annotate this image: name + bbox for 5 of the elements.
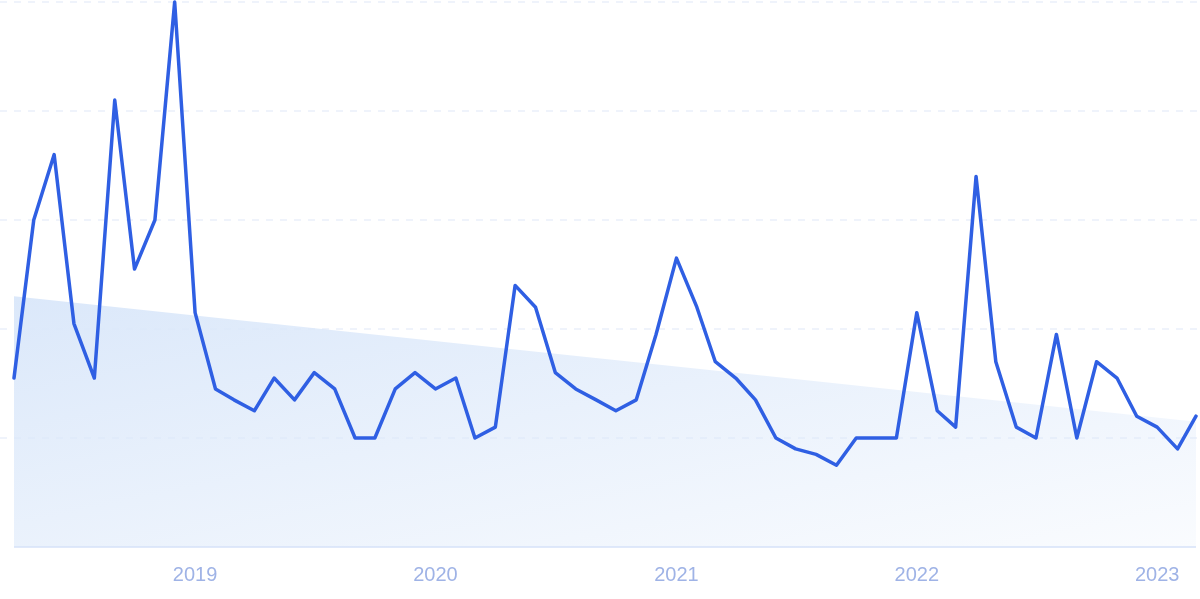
x-tick-label: 2021 bbox=[654, 563, 699, 585]
x-tick-label: 2022 bbox=[894, 563, 940, 585]
x-tick-label: 2023 bbox=[1134, 563, 1180, 585]
x-tick-label: 2020 bbox=[413, 563, 458, 585]
x-tick-label: 2019 bbox=[172, 563, 218, 585]
